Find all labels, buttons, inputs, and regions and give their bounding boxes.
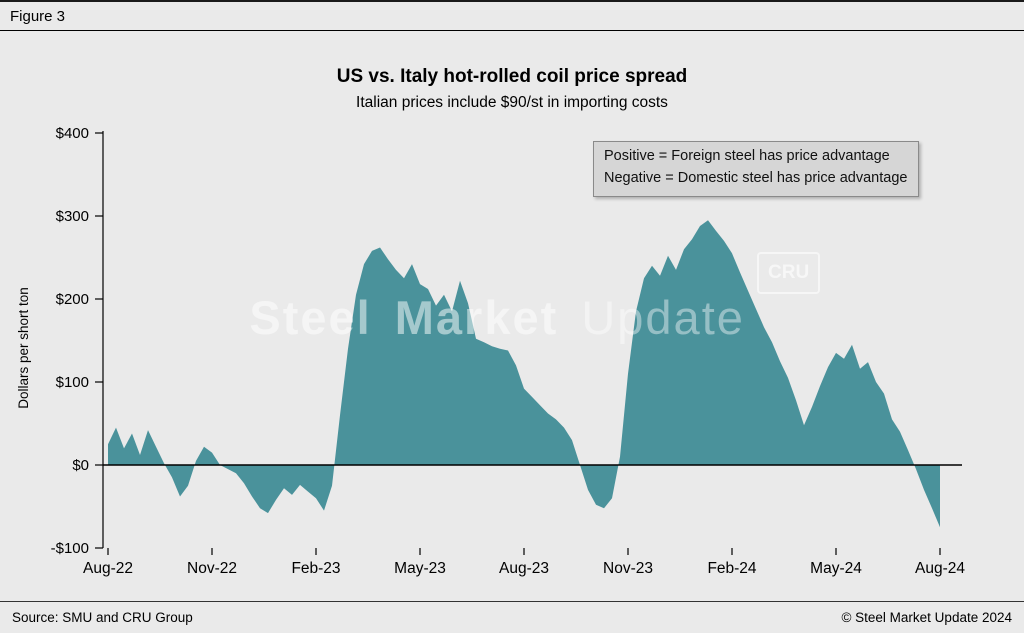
x-tick-label: Aug-23 xyxy=(499,560,549,577)
x-tick-label: Feb-23 xyxy=(291,560,340,577)
footer: Source: SMU and CRU Group © Steel Market… xyxy=(0,601,1024,633)
figure-label: Figure 3 xyxy=(10,8,66,25)
spread-area-chart: $400 $300 $200 $100 $0 -$100 Aug-22 Nov-22 Feb-2… xyxy=(16,125,965,577)
x-tick-label: Aug-24 xyxy=(915,560,965,577)
legend-line-negative: Negative = Domestic steel has price adva… xyxy=(604,169,908,186)
x-tick-label: Nov-23 xyxy=(603,560,653,577)
area-series xyxy=(108,220,940,528)
x-tick-label: May-24 xyxy=(810,560,862,577)
copyright-note: © Steel Market Update 2024 xyxy=(841,610,1012,625)
y-tick-label: -$100 xyxy=(51,540,89,557)
y-tick-label: $300 xyxy=(56,208,89,225)
header-divider xyxy=(0,30,1024,31)
y-tick-label: $200 xyxy=(56,291,89,308)
source-note: Source: SMU and CRU Group xyxy=(12,610,193,625)
chart-subtitle: Italian prices include $90/st in importi… xyxy=(356,94,668,111)
y-axis-label: Dollars per short ton xyxy=(16,287,31,409)
legend-box: Positive = Foreign steel has price advan… xyxy=(593,141,920,197)
x-tick-label: Nov-22 xyxy=(187,560,237,577)
y-tick-label: $400 xyxy=(56,125,89,142)
y-tick-label: $100 xyxy=(56,374,89,391)
x-tick-label: Feb-24 xyxy=(707,560,756,577)
chart-title: US vs. Italy hot-rolled coil price sprea… xyxy=(336,66,688,87)
x-tick-label: Aug-22 xyxy=(83,560,133,577)
legend-line-positive: Positive = Foreign steel has price advan… xyxy=(604,148,890,164)
x-tick-label: May-23 xyxy=(394,560,446,577)
y-tick-label: $0 xyxy=(72,457,89,474)
